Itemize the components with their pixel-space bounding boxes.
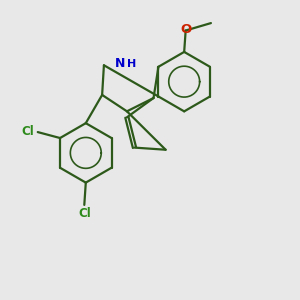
Text: N: N: [115, 57, 125, 70]
Text: O: O: [180, 22, 191, 35]
Text: Cl: Cl: [21, 125, 34, 138]
Text: Cl: Cl: [79, 207, 91, 220]
Text: H: H: [127, 59, 136, 69]
